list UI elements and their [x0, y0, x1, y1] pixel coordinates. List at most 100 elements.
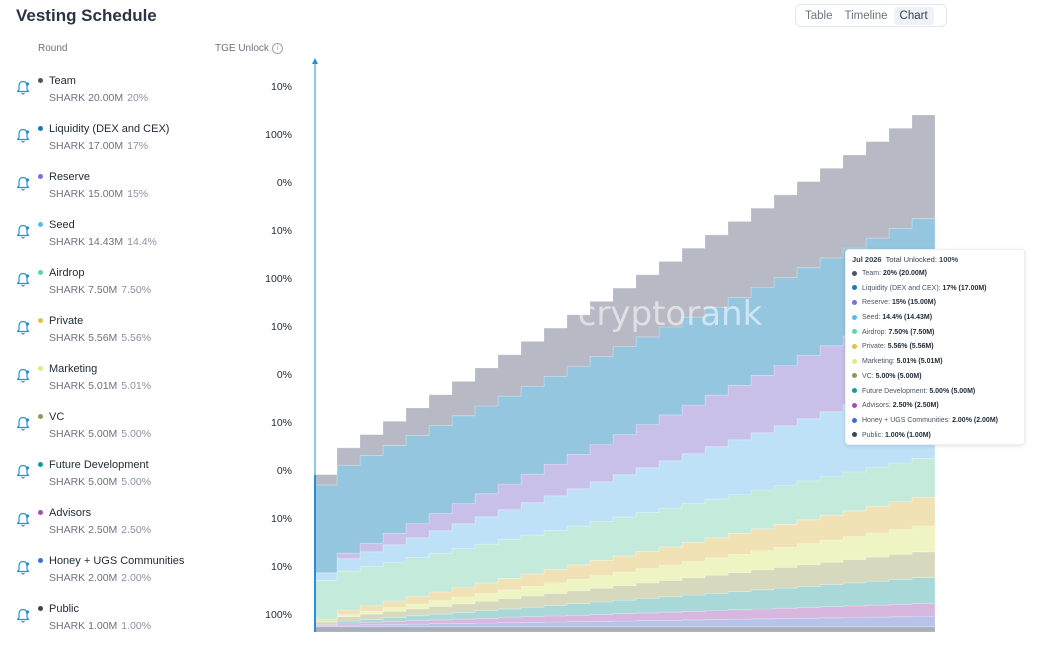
bell-icon[interactable]	[16, 176, 30, 192]
round-row: Liquidity (DEX and CEX) SHARK 17.00M 17% 10…	[0, 123, 300, 171]
round-row: Airdrop SHARK 7.50M 7.50% 100%	[0, 267, 300, 315]
round-tge-unlock: 0%	[276, 177, 292, 189]
tooltip-item-dot	[852, 402, 857, 408]
round-row: Seed SHARK 14.43M 14.4% 10%	[0, 219, 300, 267]
tooltip-item: Seed: 14.4% (14.43M)	[852, 311, 1018, 326]
tooltip-item-name: Marketing:	[862, 358, 895, 366]
round-tge-unlock: 10%	[270, 417, 292, 429]
tooltip-item-dot	[852, 358, 857, 364]
vesting-chart[interactable]: cryptorank	[300, 55, 940, 640]
tge-header-label: TGE Unlock	[215, 43, 269, 55]
info-icon[interactable]: i	[271, 43, 283, 54]
round-color-dot	[38, 222, 43, 227]
round-token-amount: SHARK 1.00M	[49, 620, 118, 632]
tooltip-item: Advisors: 2.50% (2.50M)	[852, 399, 1018, 414]
tooltip-item: Liquidity (DEX and CEX): 17% (17.00M)	[852, 282, 1018, 297]
round-color-dot	[38, 462, 43, 467]
round-color-dot	[38, 414, 43, 419]
round-row: Advisors SHARK 2.50M 2.50% 10%	[0, 507, 300, 555]
round-amount: SHARK 5.56M 5.56%	[49, 332, 151, 344]
tooltip-item-name: Honey + UGS Communities:	[862, 416, 951, 424]
round-share: 7.50%	[121, 284, 152, 296]
round-tge-unlock: 0%	[276, 369, 292, 381]
round-token-amount: SHARK 2.00M	[49, 572, 118, 584]
round-tge-unlock: 10%	[270, 321, 292, 333]
tooltip-item-name: Advisors:	[862, 402, 891, 410]
round-amount: SHARK 17.00M 17%	[49, 140, 148, 152]
tab-timeline[interactable]: Timeline	[844, 9, 888, 22]
tooltip-item: Future Development: 5.00% (5.00M)	[852, 385, 1018, 400]
bell-icon[interactable]	[16, 608, 30, 624]
round-share: 2.00%	[121, 572, 152, 584]
tooltip-item: Public: 1.00% (1.00M)	[852, 429, 1018, 444]
series-area-team[interactable]	[313, 114, 936, 486]
round-token-amount: SHARK 7.50M	[49, 284, 118, 296]
round-row: Reserve SHARK 15.00M 15% 0%	[0, 171, 300, 219]
page-title: Vesting Schedule	[16, 6, 157, 25]
tooltip-item-name: Reserve:	[862, 299, 891, 307]
bell-icon[interactable]	[16, 512, 30, 528]
tooltip-item-dot	[852, 329, 857, 335]
tooltip-total-value: 100%	[939, 255, 959, 264]
round-token-amount: SHARK 2.50M	[49, 524, 118, 536]
tab-chart[interactable]: Chart	[893, 6, 934, 25]
round-token-amount: SHARK 5.00M	[49, 476, 118, 488]
round-row: VC SHARK 5.00M 5.00% 10%	[0, 411, 300, 459]
bell-icon[interactable]	[16, 416, 30, 432]
tooltip-total-label: Total Unlocked:	[885, 255, 937, 264]
bell-icon[interactable]	[16, 80, 30, 96]
round-color-dot	[38, 366, 43, 371]
round-name: Marketing	[49, 363, 98, 375]
bell-icon[interactable]	[16, 128, 30, 144]
tooltip-date: Jul 2026	[852, 255, 882, 264]
round-amount: SHARK 5.00M 5.00%	[49, 428, 151, 440]
round-name: VC	[49, 411, 65, 423]
tooltip-item-dot	[852, 388, 857, 394]
round-name: Advisors	[49, 507, 92, 519]
tooltip-item: Private: 5.56% (5.56M)	[852, 340, 1018, 355]
tooltip-item-dot	[852, 270, 857, 276]
bell-icon[interactable]	[16, 464, 30, 480]
tooltip-item: Honey + UGS Communities: 2.00% (2.00M)	[852, 414, 1018, 429]
tooltip-item: Team: 20% (20.00M)	[852, 267, 1018, 282]
round-share: 5.56%	[121, 332, 152, 344]
tooltip-item-name: Public:	[862, 431, 884, 439]
tooltip-item-dot	[852, 432, 857, 438]
tooltip-item: Airdrop: 7.50% (7.50M)	[852, 326, 1018, 341]
round-tge-unlock: 100%	[265, 609, 292, 621]
round-amount: SHARK 5.00M 5.00%	[49, 476, 151, 488]
round-color-dot	[38, 606, 43, 611]
view-tabs: Table Timeline Chart	[795, 4, 947, 27]
tooltip-item-dot	[852, 300, 857, 306]
tooltip-item-value: 1.00% (1.00M)	[884, 431, 931, 439]
bell-icon[interactable]	[16, 560, 30, 576]
round-share: 14.4%	[127, 236, 157, 248]
round-column-header: Round	[38, 43, 68, 54]
round-amount: SHARK 2.00M 2.00%	[49, 572, 151, 584]
bell-icon[interactable]	[16, 272, 30, 288]
tooltip-item-name: Seed:	[862, 314, 881, 322]
round-color-dot	[38, 174, 43, 179]
round-token-amount: SHARK 5.00M	[49, 428, 118, 440]
tab-table[interactable]: Table	[805, 9, 833, 22]
round-tge-unlock: 10%	[270, 81, 292, 93]
round-share: 2.50%	[121, 524, 152, 536]
bell-icon[interactable]	[16, 368, 30, 384]
tooltip-items: Team: 20% (20.00M) Liquidity (DEX and CEX…	[852, 267, 1018, 443]
round-share: 5.01%	[121, 380, 152, 392]
round-amount: SHARK 20.00M 20%	[49, 92, 148, 104]
bell-icon[interactable]	[16, 320, 30, 336]
round-name: Seed	[49, 219, 75, 231]
bell-icon[interactable]	[16, 224, 30, 240]
round-color-dot	[38, 270, 43, 275]
round-color-dot	[38, 510, 43, 515]
round-row: Team SHARK 20.00M 20% 10%	[0, 75, 300, 123]
tooltip-item-value: 5.56% (5.56M)	[887, 343, 934, 351]
round-name: Future Development	[49, 459, 149, 471]
series-area-public[interactable]	[313, 626, 936, 633]
tooltip-item-value: 15% (15.00M)	[891, 299, 936, 307]
round-name: Team	[49, 75, 76, 87]
round-amount: SHARK 5.01M 5.01%	[49, 380, 151, 392]
round-token-amount: SHARK 15.00M	[49, 188, 124, 200]
tooltip-item-value: 20% (20.00M)	[883, 270, 927, 277]
